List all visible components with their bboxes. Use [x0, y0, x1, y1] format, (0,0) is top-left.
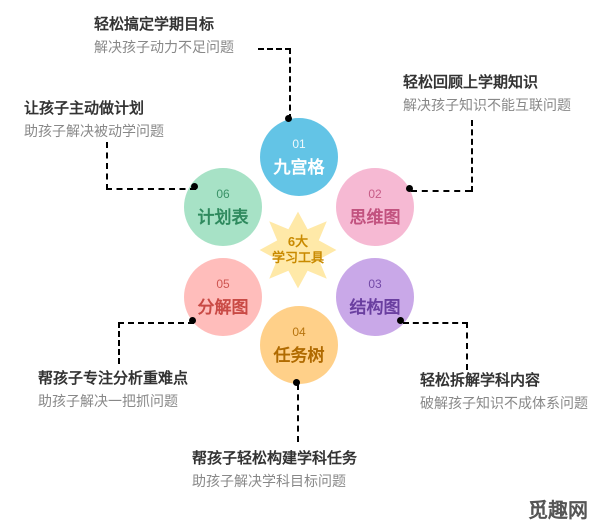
node-number: 05	[216, 277, 229, 291]
node-label: 九宫格	[274, 153, 325, 178]
connector-line	[403, 322, 468, 324]
callout-title: 让孩子主动做计划	[24, 98, 164, 121]
node-06: 06 计划表	[184, 168, 262, 246]
connector-line	[471, 120, 473, 192]
callout-01: 轻松搞定学期目标 解决孩子动力不足问题	[94, 14, 234, 58]
callout-sub: 解决孩子动力不足问题	[94, 37, 234, 58]
node-label: 思维图	[350, 203, 401, 228]
callout-05: 帮孩子专注分析重难点 助孩子解决一把抓问题	[38, 368, 188, 412]
callout-sub: 助孩子解决学科目标问题	[192, 471, 357, 492]
node-label: 计划表	[198, 203, 249, 228]
connector-line	[466, 322, 468, 370]
connector-line	[106, 142, 108, 190]
callout-sub: 解决孩子知识不能互联问题	[403, 95, 571, 116]
callout-sub: 助孩子解决被动学问题	[24, 121, 164, 142]
node-number: 06	[216, 187, 229, 201]
diagram-canvas: 6大 学习工具 01 九宫格 02 思维图 03 结构图 04 任务树 05 分…	[0, 0, 594, 527]
connector-line	[106, 188, 196, 190]
connector-line	[297, 384, 299, 442]
callout-sub: 破解孩子知识不成体系问题	[420, 393, 588, 414]
watermark: 觅趣网	[528, 494, 588, 523]
connector-line	[118, 322, 194, 324]
center-line2: 学习工具	[272, 250, 324, 266]
node-05: 05 分解图	[184, 258, 262, 336]
node-number: 03	[368, 277, 381, 291]
connector-line	[411, 190, 471, 192]
center-label: 6大 学习工具	[272, 234, 324, 267]
center-line1: 6大	[272, 234, 324, 250]
connector-line	[258, 48, 291, 50]
node-number: 02	[368, 187, 381, 201]
node-01: 01 九宫格	[260, 118, 338, 196]
callout-04: 帮孩子轻松构建学科任务 助孩子解决学科目标问题	[192, 448, 357, 492]
node-number: 01	[292, 137, 305, 151]
callout-title: 帮孩子轻松构建学科任务	[192, 448, 357, 471]
node-label: 分解图	[198, 293, 249, 318]
callout-03: 轻松拆解学科内容 破解孩子知识不成体系问题	[420, 370, 588, 414]
callout-02: 轻松回顾上学期知识 解决孩子知识不能互联问题	[403, 72, 571, 116]
node-02: 02 思维图	[336, 168, 414, 246]
callout-sub: 助孩子解决一把抓问题	[38, 391, 188, 412]
callout-title: 轻松回顾上学期知识	[403, 72, 571, 95]
node-label: 任务树	[274, 341, 325, 366]
node-label: 结构图	[350, 293, 401, 318]
node-03: 03 结构图	[336, 258, 414, 336]
connector-line	[118, 322, 120, 364]
connector-line	[289, 48, 291, 120]
node-04: 04 任务树	[260, 306, 338, 384]
callout-title: 轻松搞定学期目标	[94, 14, 234, 37]
callout-06: 让孩子主动做计划 助孩子解决被动学问题	[24, 98, 164, 142]
callout-title: 轻松拆解学科内容	[420, 370, 588, 393]
node-number: 04	[292, 325, 305, 339]
callout-title: 帮孩子专注分析重难点	[38, 368, 188, 391]
center-star: 6大 学习工具	[258, 210, 338, 290]
